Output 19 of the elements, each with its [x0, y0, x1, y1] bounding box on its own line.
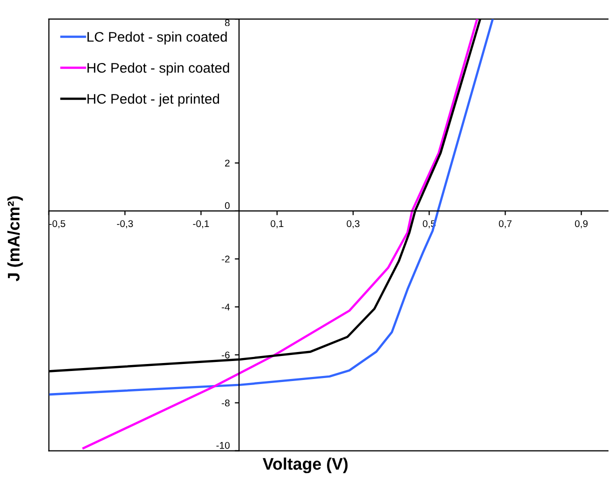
y-tick-label: 2: [225, 160, 230, 166]
y-tick-label: -8: [222, 400, 230, 406]
y-tick-label: -2: [222, 256, 230, 262]
y-axis-title: J (mA/cm²): [7, 196, 23, 282]
legend-label: HC Pedot - jet printed: [88, 94, 220, 107]
y-tick-label: -10: [216, 442, 230, 449]
y-tick-label: 8: [225, 19, 230, 26]
legend-label: HC Pedot - spin coated: [88, 62, 230, 76]
legend-label: LC Pedot - spin coated: [88, 32, 227, 45]
y-tick-label: -4: [222, 304, 230, 310]
y-tick-label: 0: [224, 202, 230, 210]
x-tick-label: 0,3: [346, 220, 360, 228]
x-axis-title: Voltage (V): [262, 458, 348, 474]
x-tick-label: 0,1: [270, 220, 284, 228]
x-tick-label: -0,1: [193, 220, 209, 228]
x-tick-label: 0,9: [574, 220, 588, 228]
x-tick-label: -0,3: [117, 220, 133, 228]
x-tick-label: 0,7: [498, 220, 512, 228]
y-tick-label: -6: [222, 352, 230, 358]
